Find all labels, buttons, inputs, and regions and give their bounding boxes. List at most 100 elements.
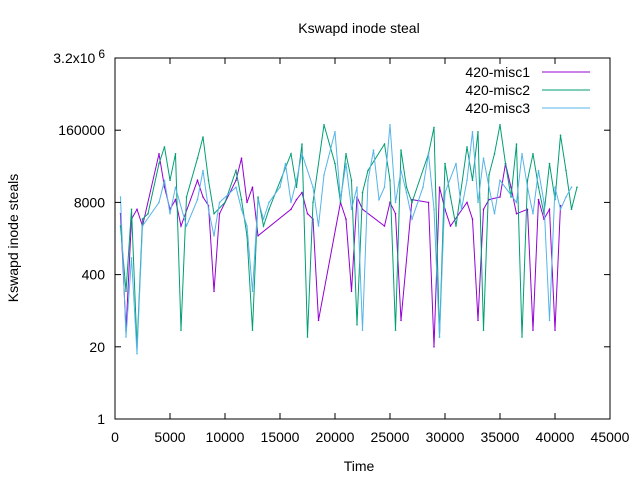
data-point-420-misc3 xyxy=(411,218,413,220)
data-point-420-misc2 xyxy=(433,126,435,129)
data-point-420-misc2 xyxy=(455,225,457,227)
x-tick-label: 5000 xyxy=(154,429,185,445)
data-point-420-misc3 xyxy=(471,131,474,133)
data-point-420-misc1 xyxy=(174,198,177,201)
data-point-420-misc2 xyxy=(411,201,413,204)
data-point-420-misc3 xyxy=(312,186,314,188)
data-point-420-misc3 xyxy=(389,124,391,126)
data-point-420-misc3 xyxy=(240,208,243,211)
data-point-420-misc3 xyxy=(345,162,347,165)
data-point-420-misc2 xyxy=(400,149,402,151)
data-point-420-misc1 xyxy=(218,212,221,215)
data-point-420-misc3 xyxy=(268,201,270,204)
data-point-420-misc1 xyxy=(438,186,441,188)
data-point-420-misc2 xyxy=(356,323,358,326)
data-point-420-misc2 xyxy=(339,201,342,204)
data-point-420-misc2 xyxy=(174,153,177,155)
data-point-420-misc3 xyxy=(290,201,292,204)
data-point-420-misc3 xyxy=(537,169,540,172)
data-point-420-misc1 xyxy=(477,319,479,322)
data-point-420-misc2 xyxy=(449,196,452,198)
data-point-420-misc3 xyxy=(295,179,298,182)
x-axis-label: Time xyxy=(344,458,375,474)
data-point-420-misc3 xyxy=(526,186,529,188)
series-line-420-misc3 xyxy=(120,124,572,354)
data-point-420-misc2 xyxy=(565,169,567,172)
y-tick-label: 1 xyxy=(97,411,105,427)
data-point-420-misc2 xyxy=(323,124,325,126)
data-point-420-misc2 xyxy=(125,290,127,293)
data-point-420-misc3 xyxy=(279,186,281,188)
data-point-420-misc1 xyxy=(499,196,501,198)
data-point-420-misc1 xyxy=(466,201,468,204)
data-point-420-misc3 xyxy=(499,179,501,182)
data-point-420-misc2 xyxy=(130,208,133,211)
data-point-420-misc1 xyxy=(471,218,474,220)
data-point-420-misc2 xyxy=(251,329,254,331)
x-tick-label: 30000 xyxy=(426,429,465,445)
data-point-420-misc2 xyxy=(559,134,562,136)
data-point-420-misc3 xyxy=(488,186,490,188)
data-point-420-misc1 xyxy=(213,290,215,293)
data-point-420-misc3 xyxy=(125,336,127,338)
data-point-420-misc2 xyxy=(224,201,226,204)
data-point-420-misc2 xyxy=(515,143,518,145)
x-tick-label: 45000 xyxy=(591,429,630,445)
data-point-420-misc3 xyxy=(251,290,254,293)
data-point-420-misc3 xyxy=(444,191,446,194)
data-point-420-misc2 xyxy=(482,329,485,331)
tick-layer: 0 5000 10000 15000 20000 25000 30000 35000 40000… xyxy=(53,47,629,445)
y-tick-label: 160000 xyxy=(58,122,105,138)
x-tick-label: 20000 xyxy=(316,429,355,445)
data-point-420-misc1 xyxy=(317,319,320,322)
data-point-420-misc2 xyxy=(510,196,512,198)
x-tick-label: 0 xyxy=(111,429,119,445)
data-point-420-misc3 xyxy=(559,208,562,211)
data-point-420-misc1 xyxy=(400,319,402,322)
data-point-420-misc1 xyxy=(290,208,292,211)
data-point-420-misc1 xyxy=(532,329,534,331)
data-point-420-misc3 xyxy=(548,319,551,322)
y-axis-label: Kswapd inode steals xyxy=(5,174,21,302)
data-point-420-misc3 xyxy=(361,329,364,331)
data-point-420-misc2 xyxy=(504,162,507,165)
data-point-420-misc3 xyxy=(372,149,375,151)
data-point-420-misc2 xyxy=(119,225,122,227)
data-point-420-misc3 xyxy=(554,186,556,188)
data-point-420-misc1 xyxy=(163,186,166,188)
data-point-420-misc1 xyxy=(246,201,248,204)
data-point-420-misc3 xyxy=(482,157,485,159)
data-point-420-misc3 xyxy=(532,212,534,215)
data-point-420-misc1 xyxy=(158,153,160,155)
data-point-420-misc2 xyxy=(147,212,149,215)
x-tick-label: 25000 xyxy=(371,429,410,445)
data-point-420-misc1 xyxy=(196,179,199,182)
data-point-420-misc1 xyxy=(295,198,298,201)
data-point-420-misc3 xyxy=(394,201,397,204)
data-point-420-misc2 xyxy=(471,179,474,182)
data-point-420-misc3 xyxy=(383,186,386,188)
data-point-420-misc1 xyxy=(537,198,540,201)
data-point-420-misc2 xyxy=(334,162,336,165)
y-tick-label: 8000 xyxy=(74,194,105,210)
data-point-420-misc3 xyxy=(455,162,457,165)
data-point-420-misc2 xyxy=(141,218,144,220)
data-point-420-misc2 xyxy=(235,169,237,172)
data-point-420-misc2 xyxy=(405,186,408,188)
data-point-420-misc1 xyxy=(240,157,243,159)
data-point-420-misc2 xyxy=(240,198,243,201)
data-point-420-misc3 xyxy=(422,186,424,188)
data-point-420-misc2 xyxy=(444,162,446,165)
data-point-420-misc3 xyxy=(174,186,177,188)
data-point-420-misc3 xyxy=(141,225,144,227)
data-point-420-misc2 xyxy=(548,162,551,165)
data-point-420-misc3 xyxy=(262,218,265,220)
data-point-420-misc2 xyxy=(196,157,199,159)
data-point-420-misc1 xyxy=(427,201,430,204)
data-point-420-misc3 xyxy=(350,208,353,211)
data-point-420-misc3 xyxy=(570,186,573,188)
data-point-420-misc2 xyxy=(350,179,353,182)
plot-frame xyxy=(114,57,611,420)
data-point-420-misc1 xyxy=(180,225,182,227)
